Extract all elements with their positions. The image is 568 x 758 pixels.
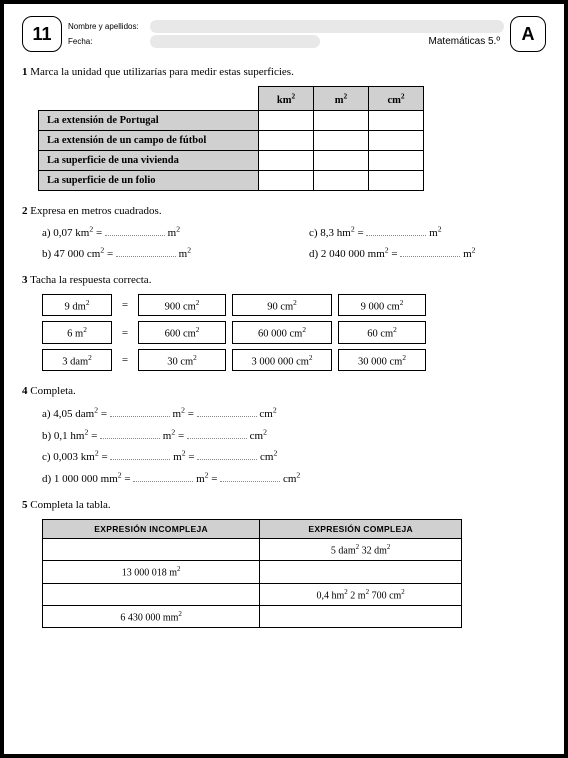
worksheet-number: 11 [22,16,62,52]
subject-label: Matemáticas 5.º [429,36,504,47]
answer-cell[interactable] [260,605,462,627]
option-box[interactable]: 30 cm2 [138,349,226,372]
ex4-line: d) 1 000 000 mm2 = m2 = cm2 [42,470,546,485]
ex4-line: a) 4,05 dam2 = m2 = cm2 [42,405,546,420]
ex2-row: b) 47 000 cm2 = m2 d) 2 040 000 mm2 = m2 [42,245,546,260]
given-cell: 5 dam2 32 dm2 [260,538,462,560]
ex3-grid: 9 dm2 = 900 cm2 90 cm2 9 000 cm2 6 m2 = 60… [42,294,546,372]
answer-blank[interactable] [133,472,193,482]
option-box[interactable]: 30 000 cm2 [338,349,426,372]
answer-cell[interactable] [259,110,314,130]
ex2-item-c: c) 8,3 hm2 = m2 [309,225,546,240]
given-box: 3 dam2 [42,349,112,372]
answer-blank[interactable] [100,429,160,439]
exercise-3: 3 Tacha la respuesta correcta. 9 dm2 = 90… [22,274,546,372]
exercise-5: 5 Completa la tabla. EXPRESIÓN INCOMPLEJ… [22,499,546,628]
ex2-prompt: 2 Expresa en metros cuadrados. [22,205,546,217]
answer-cell[interactable] [259,130,314,150]
ex3-prompt: 3 Tacha la respuesta correcta. [22,274,546,286]
name-row: Nombre y apellidos: [68,20,504,33]
answer-cell[interactable] [369,150,424,170]
ex5-table: EXPRESIÓN INCOMPLEJAEXPRESIÓN COMPLEJA 5… [42,519,462,628]
answer-blank[interactable] [187,429,247,439]
worksheet-page: 11 Nombre y apellidos: Fecha: Matemática… [0,0,568,758]
option-box[interactable]: 600 cm2 [138,321,226,344]
ex4-line: b) 0,1 hm2 = m2 = cm2 [42,427,546,442]
answer-cell[interactable] [259,170,314,190]
ex2-row: a) 0,07 km2 = m2 c) 8,3 hm2 = m2 [42,225,546,240]
name-input[interactable] [150,20,504,33]
row-header: La extensión de un campo de fútbol [39,130,259,150]
equals: = [118,327,132,339]
col-header: km2 [259,87,314,111]
ex2-item-d: d) 2 040 000 mm2 = m2 [309,245,546,260]
option-box[interactable]: 60 000 cm2 [232,321,332,344]
exercise-1: 1 Marca la unidad que utilizarías para m… [22,66,546,191]
option-box[interactable]: 90 cm2 [232,294,332,317]
answer-blank[interactable] [105,226,165,236]
option-box[interactable]: 9 000 cm2 [338,294,426,317]
option-box[interactable]: 3 000 000 cm2 [232,349,332,372]
answer-cell[interactable] [314,130,369,150]
answer-cell[interactable] [314,170,369,190]
answer-cell[interactable] [369,130,424,150]
answer-blank[interactable] [116,247,176,257]
answer-cell[interactable] [43,583,260,605]
answer-cell[interactable] [259,150,314,170]
date-input[interactable] [150,35,320,48]
answer-blank[interactable] [110,450,170,460]
answer-blank[interactable] [366,226,426,236]
equals: = [118,354,132,366]
answer-cell[interactable] [43,538,260,560]
ex1-prompt: 1 Marca la unidad que utilizarías para m… [22,66,546,78]
corner-cell [39,87,259,111]
answer-cell[interactable] [314,110,369,130]
col-header: cm2 [369,87,424,111]
col-header: m2 [314,87,369,111]
ex5-prompt: 5 Completa la tabla. [22,499,546,511]
ex3-row: 3 dam2 = 30 cm2 3 000 000 cm2 30 000 cm2 [42,349,546,372]
header-fields: Nombre y apellidos: Fecha: Matemáticas 5… [68,20,504,48]
date-row: Fecha: Matemáticas 5.º [68,35,504,48]
given-cell: 0,4 hm2 2 m2 700 cm2 [260,583,462,605]
equals: = [118,299,132,311]
answer-blank[interactable] [197,450,257,460]
name-label: Nombre y apellidos: [68,22,146,31]
answer-blank[interactable] [110,407,170,417]
given-box: 6 m2 [42,321,112,344]
option-box[interactable]: 60 cm2 [338,321,426,344]
answer-blank[interactable] [197,407,257,417]
date-label: Fecha: [68,37,146,46]
given-box: 9 dm2 [42,294,112,317]
ex1-table: km2 m2 cm2 La extensión de Portugal La e… [38,86,424,191]
row-header: La superficie de un folio [39,170,259,190]
answer-cell[interactable] [260,561,462,583]
ex4-line: c) 0,003 km2 = m2 = cm2 [42,449,546,464]
row-header: La superficie de una vivienda [39,150,259,170]
option-box[interactable]: 900 cm2 [138,294,226,317]
ex2-item-a: a) 0,07 km2 = m2 [42,225,279,240]
ex2-item-b: b) 47 000 cm2 = m2 [42,245,279,260]
col-header: EXPRESIÓN COMPLEJA [260,519,462,538]
ex3-row: 6 m2 = 600 cm2 60 000 cm2 60 cm2 [42,321,546,344]
answer-cell[interactable] [369,170,424,190]
ex4-prompt: 4 Completa. [22,385,546,397]
col-header: EXPRESIÓN INCOMPLEJA [43,519,260,538]
given-cell: 6 430 000 mm2 [43,605,260,627]
row-header: La extensión de Portugal [39,110,259,130]
answer-cell[interactable] [369,110,424,130]
answer-blank[interactable] [400,247,460,257]
variant-letter: A [510,16,546,52]
answer-blank[interactable] [220,472,280,482]
answer-cell[interactable] [314,150,369,170]
exercise-2: 2 Expresa en metros cuadrados. a) 0,07 k… [22,205,546,260]
ex3-row: 9 dm2 = 900 cm2 90 cm2 9 000 cm2 [42,294,546,317]
given-cell: 13 000 018 m2 [43,561,260,583]
exercise-4: 4 Completa. a) 4,05 dam2 = m2 = cm2 b) 0… [22,385,546,485]
header: 11 Nombre y apellidos: Fecha: Matemática… [22,16,546,52]
